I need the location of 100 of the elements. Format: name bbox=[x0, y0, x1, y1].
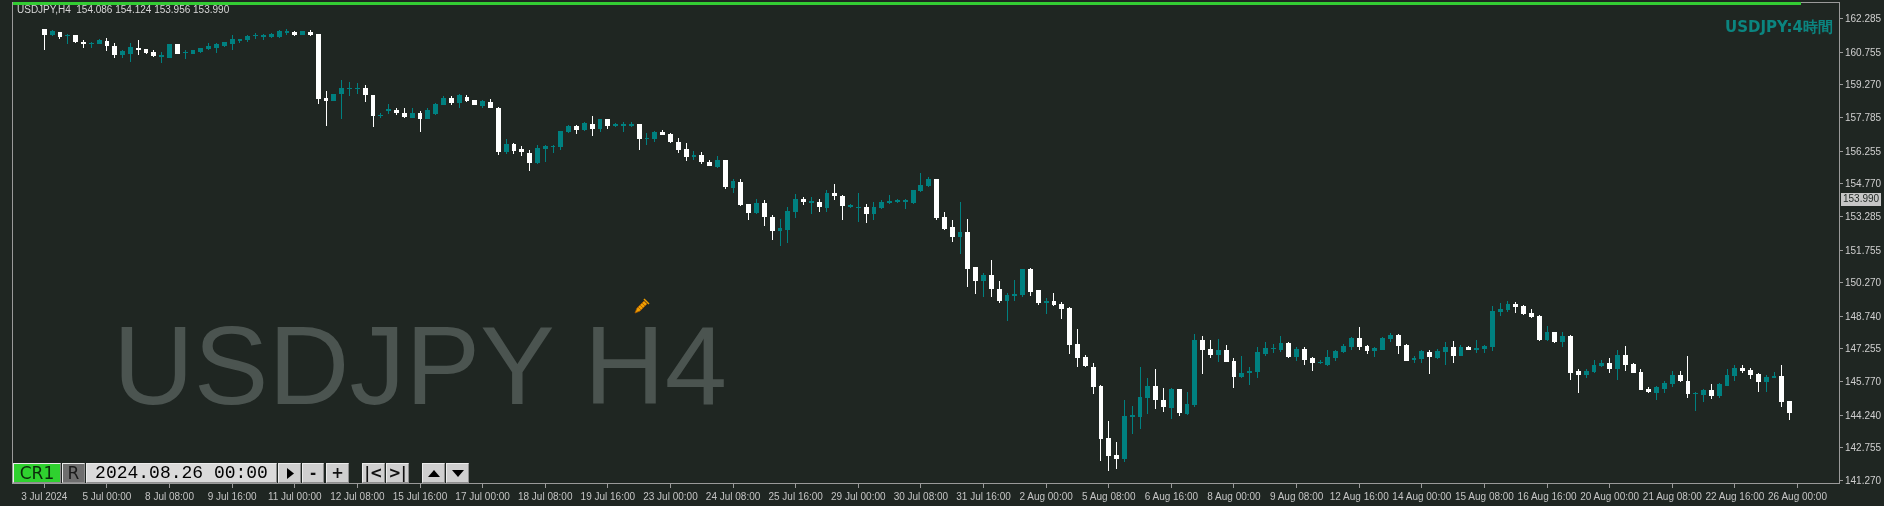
x-tick-label: 16 Aug 16:00 bbox=[1517, 491, 1577, 502]
x-tick-label: 15 Jul 16:00 bbox=[392, 491, 448, 502]
candlestick bbox=[1662, 380, 1667, 394]
x-tick-label: 21 Aug 08:00 bbox=[1642, 491, 1703, 502]
candlestick bbox=[1184, 391, 1190, 416]
candlestick bbox=[574, 124, 579, 135]
candlestick bbox=[816, 198, 822, 213]
candlestick bbox=[1192, 333, 1198, 408]
candlestick bbox=[1082, 354, 1088, 368]
date-field[interactable]: 2024.08.26 00:00 bbox=[86, 463, 277, 483]
candlestick bbox=[120, 49, 125, 59]
candlestick bbox=[49, 29, 55, 37]
candlestick bbox=[597, 118, 603, 133]
candlestick bbox=[1145, 377, 1151, 415]
candlestick bbox=[1740, 364, 1746, 373]
candlestick bbox=[425, 107, 431, 120]
candlestick bbox=[1669, 370, 1675, 388]
candlestick bbox=[566, 124, 572, 134]
y-tick-label: 156.255 bbox=[1845, 145, 1882, 157]
candlestick bbox=[1348, 336, 1354, 351]
x-tick-label: 23 Jul 00:00 bbox=[643, 491, 699, 502]
candlestick bbox=[1333, 349, 1339, 362]
candlestick bbox=[1208, 339, 1213, 359]
candlestick bbox=[1403, 343, 1409, 362]
x-tick-label: 24 Jul 08:00 bbox=[705, 491, 761, 502]
candlestick bbox=[957, 201, 963, 255]
candlestick bbox=[887, 194, 893, 205]
candlestick bbox=[1615, 349, 1620, 381]
candlestick bbox=[1575, 368, 1581, 394]
y-tick-label: 159.270 bbox=[1845, 79, 1882, 91]
candlestick bbox=[1153, 368, 1159, 410]
candlestick bbox=[1388, 332, 1393, 343]
play-button[interactable] bbox=[278, 463, 301, 483]
candlestick bbox=[754, 198, 759, 215]
candlestick bbox=[167, 43, 172, 59]
up-button[interactable] bbox=[422, 463, 445, 483]
candlestick bbox=[1247, 366, 1253, 386]
candlestick bbox=[1763, 374, 1769, 393]
candlestick bbox=[96, 38, 102, 45]
candlestick bbox=[761, 199, 767, 227]
candlestick bbox=[409, 107, 415, 119]
candlestick bbox=[1215, 338, 1221, 363]
candlestick bbox=[855, 192, 861, 223]
candlestick bbox=[253, 32, 259, 40]
candlestick bbox=[1067, 306, 1073, 355]
candlestick bbox=[1106, 420, 1112, 472]
candlestick bbox=[1748, 367, 1753, 380]
x-tick-label: 30 Jul 08:00 bbox=[893, 491, 949, 502]
x-tick-label: 26 Aug 00:00 bbox=[1768, 491, 1828, 502]
candlestick bbox=[1098, 384, 1104, 462]
candlestick bbox=[902, 198, 908, 210]
candlestick bbox=[448, 95, 454, 106]
y-tick-label: 160.755 bbox=[1845, 46, 1882, 58]
candlestick bbox=[1497, 302, 1503, 317]
y-tick-label: 150.270 bbox=[1845, 277, 1882, 289]
mode-button[interactable]: CR1 bbox=[13, 463, 61, 483]
first-button[interactable]: |< bbox=[362, 463, 385, 483]
candlestick bbox=[871, 201, 877, 221]
plus-button[interactable]: + bbox=[326, 463, 349, 483]
last-button[interactable]: >| bbox=[386, 463, 409, 483]
candlestick bbox=[1607, 357, 1613, 374]
y-tick-label: 142.755 bbox=[1845, 442, 1882, 454]
candlestick bbox=[621, 121, 626, 133]
candlestick bbox=[441, 95, 446, 106]
candlestick bbox=[1341, 343, 1346, 354]
candlestick bbox=[1121, 399, 1127, 463]
candlestick bbox=[284, 28, 290, 36]
candlestick bbox=[722, 159, 728, 190]
candlestick bbox=[1474, 339, 1480, 354]
candlestick bbox=[1450, 340, 1456, 364]
candlestick bbox=[1709, 383, 1714, 400]
candlestick bbox=[996, 280, 1002, 304]
chart-title: USDJPY,H4 154.086 154.124 153.956 153.990 bbox=[17, 4, 230, 15]
candlestick bbox=[1787, 400, 1793, 421]
candlestick bbox=[1043, 297, 1049, 315]
candlestick bbox=[738, 178, 744, 207]
candlestick bbox=[832, 183, 838, 201]
candlestick bbox=[965, 218, 971, 288]
candlestick bbox=[1004, 292, 1010, 322]
candlestick bbox=[57, 31, 63, 40]
minus-button[interactable]: - bbox=[302, 463, 324, 483]
candlestick bbox=[628, 121, 634, 128]
candlestick bbox=[190, 49, 196, 55]
candlestick bbox=[1176, 388, 1182, 417]
candlestick bbox=[1552, 331, 1558, 344]
candlestick bbox=[1364, 344, 1370, 355]
candlestick bbox=[675, 137, 681, 154]
down-button[interactable] bbox=[446, 463, 469, 483]
candlestick bbox=[542, 144, 548, 163]
candlestick bbox=[652, 130, 658, 143]
candlestick bbox=[519, 145, 525, 157]
candlestick bbox=[1505, 300, 1511, 313]
candlestick bbox=[1255, 346, 1260, 379]
y-tick-label: 147.255 bbox=[1845, 343, 1882, 355]
candlestick bbox=[1583, 368, 1589, 379]
y-tick-label: 157.785 bbox=[1845, 112, 1882, 124]
candlestick bbox=[362, 84, 368, 103]
candlestick bbox=[112, 42, 118, 59]
candlestick bbox=[824, 189, 830, 213]
candlestick bbox=[644, 132, 650, 146]
